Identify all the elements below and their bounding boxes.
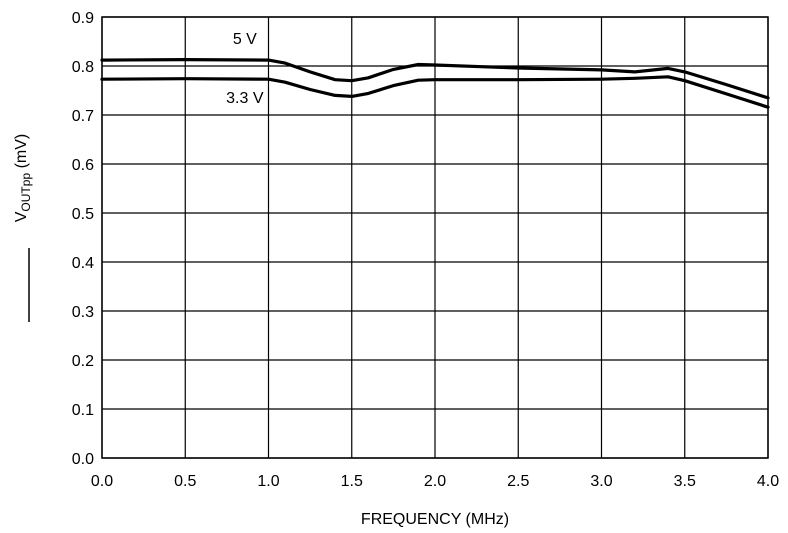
x-tick-label: 0.5 [174,473,196,490]
y-tick-label: 0.8 [72,59,94,76]
x-tick-label: 3.0 [590,473,612,490]
y-tick-labels: 0.0 0.1 0.2 0.3 0.4 0.5 0.6 0.7 0.8 0.9 [72,10,94,468]
y-axis-title-main: V [13,211,30,222]
y-tick-label: 0.7 [72,108,94,125]
y-axis-title-suffix: (mV) [13,134,30,173]
x-axis-title: FREQUENCY (MHz) [361,511,509,528]
y-axis-title: VOUTpp (mV) [13,134,33,222]
x-tick-label: 1.5 [341,473,363,490]
series-label-background [229,29,261,49]
x-tick-label: 0.0 [91,473,113,490]
x-tick-label: 4.0 [757,473,779,490]
y-tick-label: 0.9 [72,10,94,27]
y-tick-label: 0.6 [72,157,94,174]
y-tick-label: 0.5 [72,206,94,223]
y-tick-label: 0.1 [72,402,94,419]
y-tick-label: 0.0 [72,451,94,468]
series-label-1: 5 V [233,31,257,48]
x-tick-label: 1.0 [257,473,279,490]
x-tick-label: 2.5 [507,473,529,490]
plot-frame [101,16,769,459]
series-group [100,58,770,109]
x-tick-labels: 0.0 0.5 1.0 1.5 2.0 2.5 3.0 3.5 4.0 [91,473,779,490]
series-labels: 5 V 3.3 V [223,29,267,108]
svg-text:VOUTpp (mV): VOUTpp (mV) [13,134,33,222]
grid [101,16,769,459]
series-line-2 [100,75,770,109]
series-line-1 [100,58,770,100]
series-label-2: 3.3 V [226,90,264,107]
x-tick-label: 3.5 [674,473,696,490]
y-tick-label: 0.2 [72,353,94,370]
x-tick-label: 2.0 [424,473,446,490]
series-label-background [223,88,267,108]
y-tick-label: 0.3 [72,304,94,321]
y-tick-label: 0.4 [72,255,94,272]
y-axis-title-subscript: OUTpp [19,173,33,212]
